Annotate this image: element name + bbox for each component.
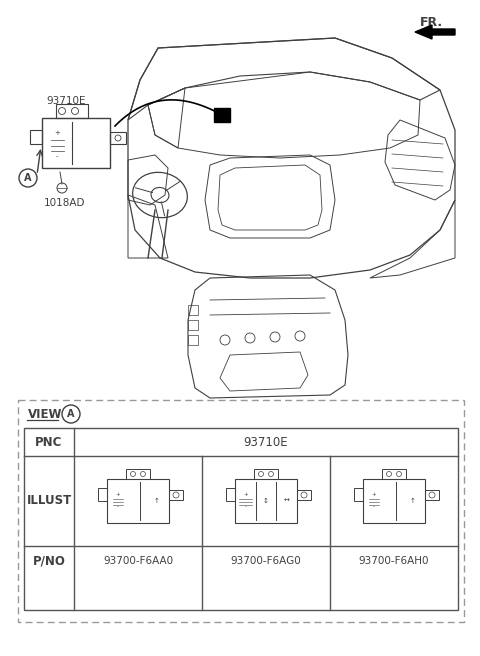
Text: ↑: ↑	[154, 498, 160, 504]
Polygon shape	[214, 108, 230, 122]
Bar	[382, 469, 406, 479]
Bar	[226, 488, 235, 501]
Bar	[425, 490, 439, 500]
Text: A: A	[67, 409, 75, 419]
Text: +: +	[372, 493, 376, 497]
Bar	[188, 305, 198, 315]
Text: -: -	[56, 153, 58, 159]
Bar	[297, 490, 311, 500]
Bar	[126, 469, 150, 479]
Bar	[24, 428, 458, 610]
Bar	[354, 488, 363, 501]
Text: +: +	[54, 130, 60, 136]
Bar	[18, 400, 464, 622]
Text: ↕: ↕	[263, 498, 269, 504]
Bar	[56, 104, 88, 118]
Text: P/NO: P/NO	[33, 554, 65, 567]
Text: ILLUST: ILLUST	[26, 495, 72, 508]
Text: 1018AD: 1018AD	[44, 198, 85, 208]
Bar	[188, 335, 198, 345]
Bar	[363, 479, 425, 523]
Text: -: -	[373, 504, 375, 510]
Text: 93710E: 93710E	[46, 96, 85, 106]
Bar	[188, 320, 198, 330]
Text: 93700-F6AG0: 93700-F6AG0	[230, 556, 301, 566]
Bar	[169, 490, 183, 500]
Text: A: A	[24, 173, 32, 183]
Bar	[107, 479, 169, 523]
Text: 93700-F6AA0: 93700-F6AA0	[103, 556, 173, 566]
Text: +: +	[243, 493, 248, 497]
Text: ↔: ↔	[284, 498, 289, 504]
Bar	[30, 130, 42, 144]
Text: PNC: PNC	[36, 436, 63, 449]
Bar	[110, 132, 126, 144]
Text: 93700-F6AH0: 93700-F6AH0	[359, 556, 429, 566]
Polygon shape	[415, 25, 455, 39]
Text: FR.: FR.	[420, 16, 443, 29]
Bar	[98, 488, 107, 501]
Text: VIEW: VIEW	[28, 408, 62, 421]
Text: +: +	[116, 493, 120, 497]
Bar	[235, 479, 297, 523]
Text: -: -	[117, 504, 119, 510]
Text: -: -	[244, 504, 246, 510]
Text: ↑: ↑	[410, 498, 416, 504]
Text: 93710E: 93710E	[244, 436, 288, 449]
Bar	[254, 469, 278, 479]
Bar	[42, 118, 110, 168]
